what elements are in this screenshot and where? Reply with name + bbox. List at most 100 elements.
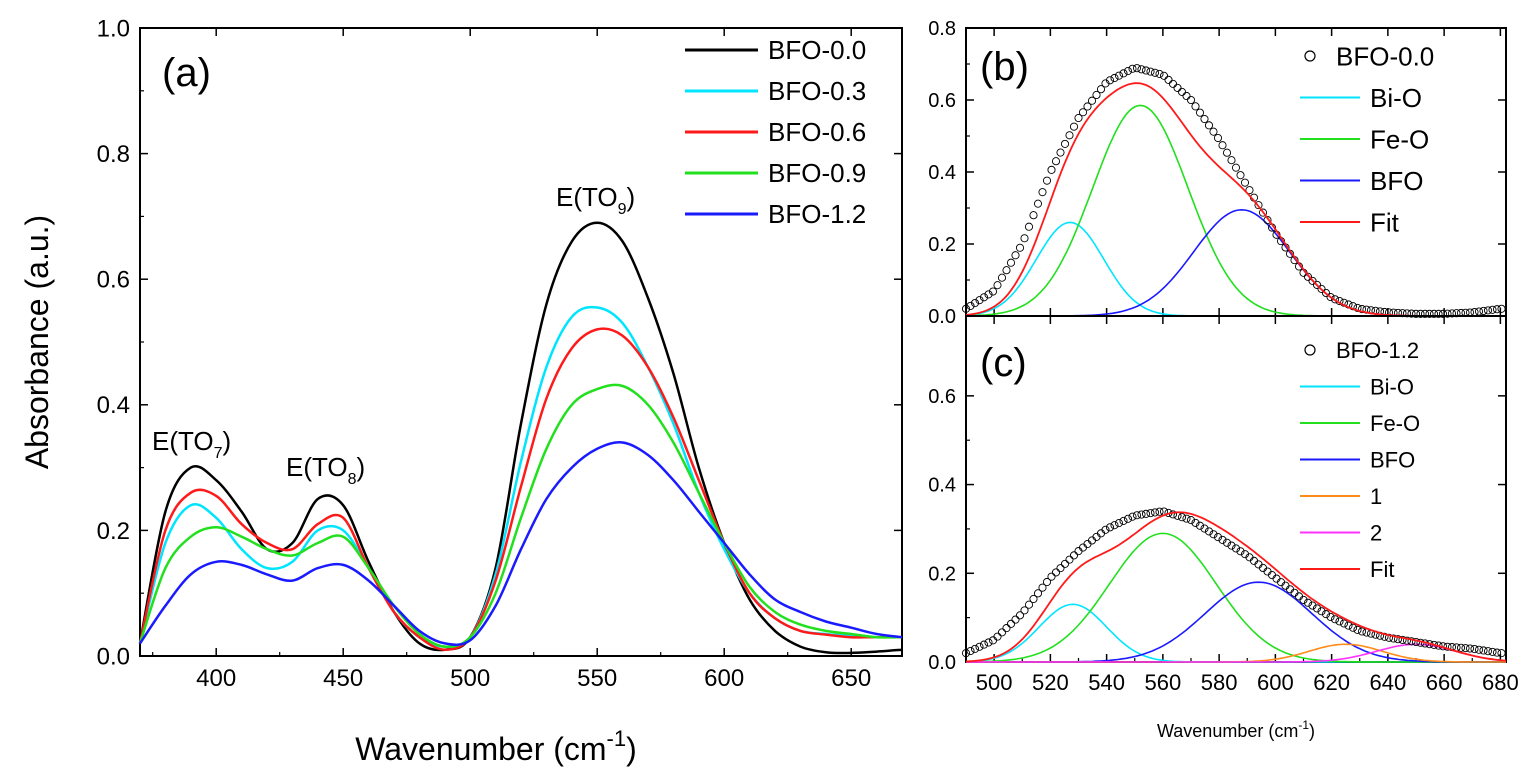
panel-b-ytick-label: 0.6	[928, 90, 956, 112]
data-point-bfo-1-2	[1407, 637, 1416, 646]
data-point-bfo-0-0	[1182, 91, 1191, 101]
data-point-bfo-0-0	[1069, 122, 1079, 131]
peak-label-to9-end: )	[627, 182, 636, 212]
data-point-bfo-1-2	[1002, 624, 1011, 633]
data-point-bfo-1-2	[1204, 527, 1214, 536]
panel-a-xtick-label: 450	[323, 665, 363, 692]
panel-a-xtick-label: 550	[577, 665, 617, 692]
data-point-bfo-1-2	[988, 636, 998, 645]
legend-label-bfo-0-6: BFO-0.6	[768, 117, 866, 147]
data-point-bfo-0-0	[1312, 280, 1322, 289]
panel-c-ytick-label: 0.0	[928, 652, 956, 674]
data-point-bfo-0-0	[1006, 258, 1016, 267]
panel-a-ytick-label: 0.4	[97, 392, 130, 419]
peak-label-to8-base: E(TO	[286, 452, 348, 482]
data-point-bfo-1-2	[1006, 619, 1016, 628]
data-point-bfo-0-0	[1479, 306, 1488, 316]
data-point-bfo-0-0	[1177, 87, 1187, 96]
data-point-bfo-0-0	[1254, 201, 1263, 210]
data-point-bfo-1-2	[1114, 519, 1124, 528]
legend-marker-bfo-1-2	[1304, 344, 1316, 356]
legend-label-bfo: BFO	[1370, 166, 1423, 196]
data-point-bfo-0-0	[1222, 148, 1232, 157]
data-point-bfo-1-2	[1218, 535, 1227, 544]
data-point-bfo-1-2	[1249, 556, 1259, 565]
series-line-bfo-0-0	[138, 221, 903, 655]
data-point-bfo-1-2	[1222, 538, 1232, 547]
data-point-bfo-1-2	[1389, 634, 1398, 643]
data-point-bfo-1-2	[1087, 536, 1097, 545]
peak-label-to7-end: )	[223, 426, 232, 456]
legend-label-bfo-0-0: BFO-0.0	[1336, 41, 1434, 71]
x-axis-label-bc: Wavenumber (cm-1)	[1157, 718, 1315, 741]
panel-c: 0.0 0.2 0.4 0.6 500 520 540 560 580 600 620 640 660 6…	[928, 315, 1519, 741]
data-point-bfo-1-2	[1317, 607, 1326, 616]
data-point-bfo-0-0	[1240, 178, 1250, 187]
legend-label-fe-o: Fe-O	[1370, 411, 1420, 436]
data-point-bfo-1-2	[1236, 547, 1245, 556]
panel-a-legend: BFO-0.0 BFO-0.3 BFO-0.6 BFO-0.9 BFO-1.2	[685, 35, 866, 229]
panel-c-xtick-label: 500	[976, 670, 1013, 695]
peak-label-to7: E(TO7)	[152, 426, 231, 462]
data-point-bfo-1-2	[1290, 588, 1299, 597]
data-point-bfo-1-2	[1200, 524, 1209, 533]
data-point-bfo-1-2	[1024, 600, 1034, 609]
y-axis-label: Absorbance (a.u.)	[19, 215, 55, 469]
data-point-bfo-1-2	[961, 649, 971, 658]
data-point-bfo-1-2	[1339, 619, 1349, 628]
panel-c-xtick-label: 600	[1257, 670, 1294, 695]
data-point-bfo-0-0	[984, 290, 993, 299]
data-point-bfo-1-2	[1110, 521, 1119, 530]
data-point-bfo-1-2	[1312, 604, 1322, 613]
data-point-bfo-0-0	[993, 281, 1002, 290]
panel-c-ticks: 0.0 0.2 0.4 0.6 500 520 540 560 580 600 620 640 660 6…	[928, 316, 1519, 695]
panel-b-label: (b)	[980, 45, 1029, 89]
legend-label-fit: Fit	[1370, 557, 1394, 582]
data-point-bfo-0-0	[1218, 141, 1227, 150]
panel-a-ytick-label: 0.0	[97, 643, 130, 670]
data-point-bfo-1-2	[1092, 532, 1101, 541]
data-point-bfo-0-0	[1497, 304, 1506, 313]
data-point-bfo-0-0	[1114, 71, 1124, 80]
data-point-bfo-1-2	[975, 642, 984, 651]
data-point-bfo-0-0	[1195, 108, 1205, 117]
panel-c-xtick-label: 580	[1201, 670, 1238, 695]
panel-b-ytick-label: 0.0	[928, 306, 956, 328]
data-point-bfo-0-0	[1209, 127, 1218, 136]
data-point-bfo-1-2	[1402, 636, 1412, 645]
panel-a-xtick-label: 400	[196, 665, 236, 692]
panel-b-ytick-label: 0.2	[928, 234, 956, 256]
panel-a-xtick-label: 500	[450, 665, 490, 692]
data-point-bfo-1-2	[1384, 633, 1394, 642]
data-point-bfo-1-2	[1353, 625, 1362, 634]
x-axis-label-sup: -1	[607, 726, 627, 751]
data-point-bfo-0-0	[1110, 73, 1119, 83]
data-point-bfo-0-0	[1123, 67, 1133, 76]
peak-label-to7-base: E(TO	[152, 426, 214, 456]
data-point-bfo-0-0	[1258, 208, 1268, 217]
data-point-bfo-0-0	[1047, 165, 1056, 174]
data-point-bfo-0-0	[1483, 306, 1493, 315]
data-point-bfo-0-0	[1231, 163, 1241, 172]
data-point-bfo-0-0	[1308, 276, 1317, 285]
peak-label-to8-sub: 8	[348, 471, 357, 488]
data-point-bfo-0-0	[1429, 309, 1439, 318]
data-point-bfo-0-0	[1411, 309, 1421, 318]
data-point-bfo-1-2	[1303, 598, 1313, 607]
x-axis-label-bc-sup: -1	[1298, 718, 1309, 732]
data-point-bfo-1-2	[1492, 648, 1502, 657]
panel-b-series	[961, 64, 1506, 318]
data-point-bfo-1-2	[1209, 530, 1218, 539]
data-point-bfo-1-2	[1474, 645, 1484, 654]
data-point-bfo-1-2	[1497, 649, 1506, 658]
data-point-bfo-0-0	[1105, 76, 1115, 85]
data-point-bfo-1-2	[1281, 581, 1290, 590]
data-point-bfo-1-2	[1015, 611, 1025, 620]
data-point-bfo-1-2	[1308, 601, 1317, 610]
series-line-bi-o	[965, 603, 1506, 663]
legend-label-fit: Fit	[1370, 207, 1400, 237]
panel-c-xtick-label: 520	[1032, 670, 1069, 695]
data-point-bfo-1-2	[1263, 567, 1272, 576]
data-point-bfo-0-0	[1051, 157, 1061, 166]
